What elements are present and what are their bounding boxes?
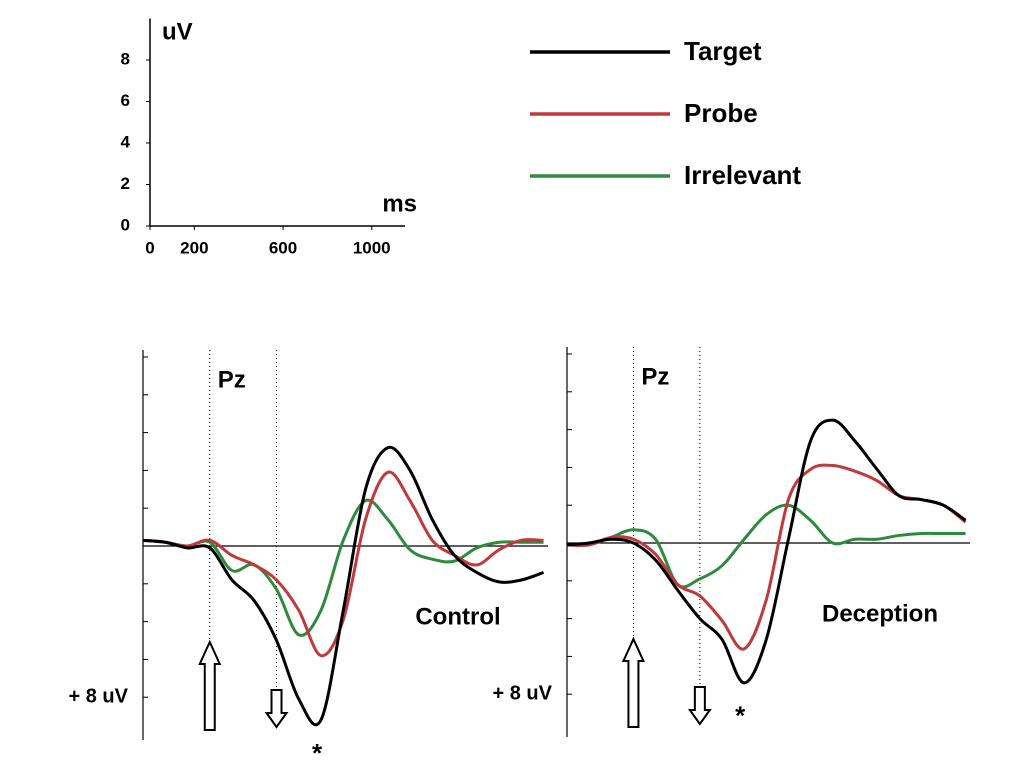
y-tick-label: 4 xyxy=(121,132,131,151)
legend-label: Target xyxy=(684,36,762,66)
significance-star: * xyxy=(312,738,323,768)
response-arrow xyxy=(687,686,712,726)
significance-star: * xyxy=(735,701,746,731)
erp-line xyxy=(566,503,966,589)
x-axis-label: ms xyxy=(382,190,417,217)
condition-label: Deception xyxy=(822,600,938,627)
channel-label: Pz xyxy=(218,366,246,393)
y-tick-label: 6 xyxy=(121,91,130,110)
y-tick-label: 8 xyxy=(121,49,130,68)
erp-line xyxy=(142,470,544,658)
x-tick-label: 600 xyxy=(269,238,297,257)
y-axis-label: uV xyxy=(162,18,193,45)
response-arrow xyxy=(264,689,289,729)
erp-line xyxy=(142,498,544,637)
legend-label: Probe xyxy=(684,98,758,128)
erp-line xyxy=(142,445,545,727)
x-tick-label: 200 xyxy=(180,238,208,257)
stimulus-arrow xyxy=(198,639,222,731)
legend-label: Irrelevant xyxy=(684,160,801,190)
y-tick-label: + 8 uV xyxy=(493,682,553,704)
erp-line xyxy=(566,418,967,685)
x-tick-label: 0 xyxy=(145,238,154,257)
y-tick-label: + 8 uV xyxy=(69,685,129,707)
condition-label: Control xyxy=(415,603,500,630)
y-tick-label: 2 xyxy=(121,174,130,193)
x-tick-label: 1000 xyxy=(353,238,391,257)
channel-label: Pz xyxy=(641,363,669,390)
y-tick-label: 0 xyxy=(121,215,130,234)
stimulus-arrow xyxy=(621,636,645,728)
